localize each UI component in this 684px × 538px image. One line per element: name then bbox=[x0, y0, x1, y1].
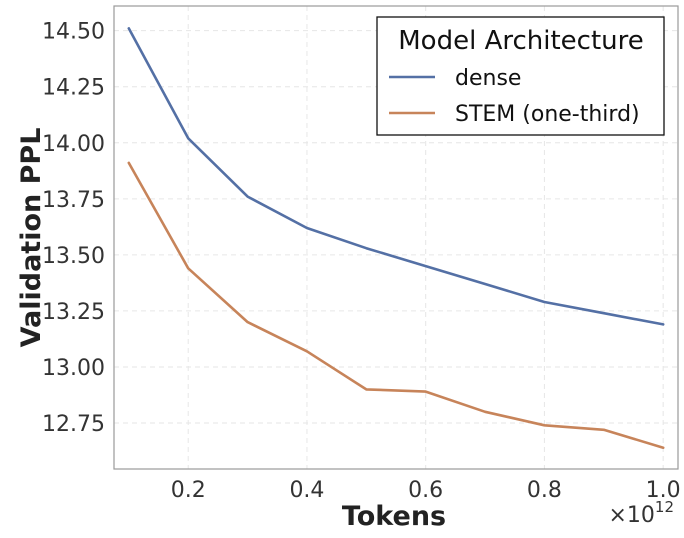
x-tick-label: 0.4 bbox=[289, 478, 324, 503]
y-axis-title: Validation PPL bbox=[16, 128, 47, 348]
x-axis-title: Tokens bbox=[342, 501, 446, 532]
x-axis-offset-base: ×10 bbox=[608, 503, 654, 528]
legend-label-0: dense bbox=[455, 66, 521, 91]
y-axis-ticks: 12.75 13.00 13.25 13.50 13.75 14.00 14.25 14.50 bbox=[42, 20, 105, 437]
legend-items: dense STEM (one-third) bbox=[389, 66, 640, 127]
legend: Model Architecture dense STEM (one-third) bbox=[376, 16, 665, 136]
y-tick-label: 14.00 bbox=[42, 132, 105, 157]
x-axis-offset-label: ×1012 bbox=[608, 498, 674, 528]
x-tick-label: 1.0 bbox=[646, 478, 681, 503]
x-tick-label: 0.8 bbox=[527, 478, 562, 503]
x-axis-offset-exponent: 12 bbox=[655, 498, 674, 516]
plot-area bbox=[113, 5, 679, 470]
y-tick-label: 13.00 bbox=[42, 356, 105, 381]
x-tick-label: 0.6 bbox=[408, 478, 443, 503]
x-tick-label: 0.2 bbox=[171, 478, 206, 503]
series-lines bbox=[127, 27, 665, 450]
y-tick-label: 14.25 bbox=[42, 76, 105, 101]
y-tick-label: 13.25 bbox=[42, 300, 105, 325]
legend-label-1: STEM (one-third) bbox=[455, 102, 640, 127]
y-tick-label: 14.50 bbox=[42, 20, 105, 45]
y-tick-label: 13.75 bbox=[42, 188, 105, 213]
y-tick-label: 12.75 bbox=[42, 412, 105, 437]
y-tick-label: 13.50 bbox=[42, 244, 105, 269]
series-line-1 bbox=[127, 161, 665, 450]
series-line-0 bbox=[127, 27, 665, 326]
x-axis-ticks: 0.2 0.4 0.6 0.8 1.0 bbox=[171, 478, 681, 503]
grid-lines bbox=[114, 6, 678, 469]
legend-title: Model Architecture bbox=[398, 26, 644, 56]
